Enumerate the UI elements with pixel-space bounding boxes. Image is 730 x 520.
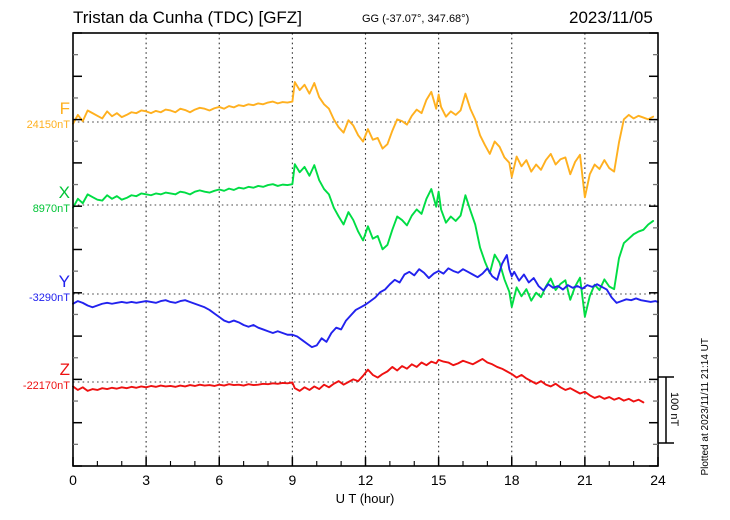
x-tick-label: 12 [357,472,374,488]
component-symbol-z: Z [59,360,70,379]
component-label-y: Y -3290nT [0,273,70,304]
x-tick-label: 18 [503,472,520,488]
x-axis-label: U T (hour) [335,491,395,506]
x-tick-label: 9 [288,472,297,488]
x-tick-label: 21 [577,472,593,488]
component-label-f: F 24150nT [0,100,70,131]
component-label-x: X 8970nT [0,184,70,215]
x-tick-label: 24 [650,472,666,488]
component-baseline-y: -3290nT [29,292,70,304]
component-baseline-z: -22170nT [22,380,70,392]
component-symbol-x: X [58,183,70,202]
observation-date: 2023/11/05 [569,8,653,27]
geographic-coordinates: GG (-37.07°, 347.68°) [362,13,470,25]
plotted-timestamp: Plotted at 2023/11/11 21:14 UT [700,338,711,476]
page-title: Tristan da Cunha (TDC) [GFZ] [73,8,302,27]
x-tick-label: 3 [142,472,151,488]
x-tick-label: 0 [69,472,77,488]
x-tick-label: 6 [215,472,224,488]
component-symbol-y: Y [58,272,70,291]
x-tick-label: 15 [430,472,447,488]
component-label-z: Z -22170nT [0,361,70,392]
trace-y [72,254,659,349]
trace-f [72,81,655,199]
component-baseline-f: 24150nT [26,119,70,131]
component-symbol-f: F [59,99,70,118]
scale-bar-label: 100 nT [668,392,680,427]
component-baseline-x: 8970nT [32,203,70,215]
trace-z [72,358,645,404]
